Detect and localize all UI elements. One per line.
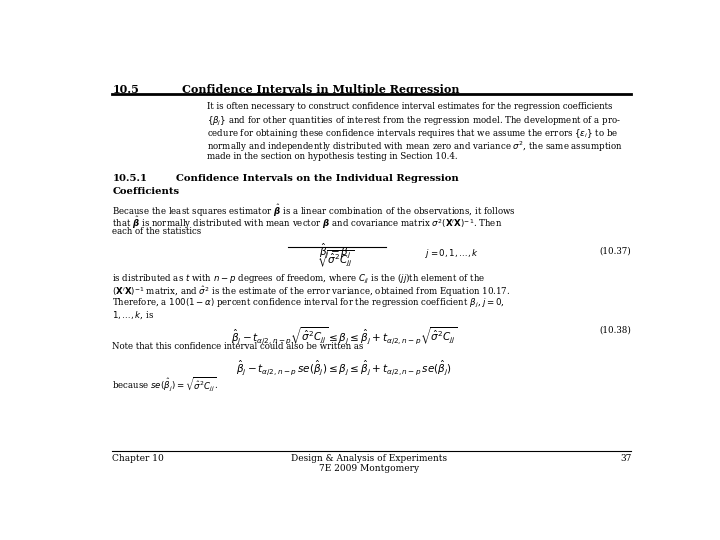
Text: normally and independently distributed with mean zero and variance $\sigma^2$, t: normally and independently distributed w… <box>207 140 623 154</box>
Text: Because the least squares estimator $\hat{\boldsymbol{\beta}}$ is a linear combi: Because the least squares estimator $\ha… <box>112 202 516 219</box>
Text: It is often necessary to construct confidence interval estimates for the regress: It is often necessary to construct confi… <box>207 102 613 111</box>
Text: $\sqrt{\hat{\sigma}^2 C_{jj}}$: $\sqrt{\hat{\sigma}^2 C_{jj}}$ <box>317 248 354 269</box>
Text: 10.5: 10.5 <box>112 84 139 94</box>
Text: Confidence Intervals in Multiple Regression: Confidence Intervals in Multiple Regress… <box>182 84 459 94</box>
Text: (10.38): (10.38) <box>599 326 631 334</box>
Text: Design & Analysis of Experiments: Design & Analysis of Experiments <box>291 454 447 463</box>
Text: Note that this confidence interval could also be written as: Note that this confidence interval could… <box>112 342 364 351</box>
Text: 37: 37 <box>620 454 631 463</box>
Text: cedure for obtaining these confidence intervals requires that we assume the erro: cedure for obtaining these confidence in… <box>207 127 618 140</box>
Text: $1, \ldots, k$, is: $1, \ldots, k$, is <box>112 309 155 321</box>
Text: made in the section on hypothesis testing in Section 10.4.: made in the section on hypothesis testin… <box>207 152 458 161</box>
Text: 7E 2009 Montgomery: 7E 2009 Montgomery <box>319 464 419 473</box>
Text: Chapter 10: Chapter 10 <box>112 454 164 463</box>
Text: is distributed as $t$ with $n - p$ degrees of freedom, where $C_{jj}$ is the ($j: is distributed as $t$ with $n - p$ degre… <box>112 272 486 286</box>
Text: $\hat{\beta}_j - t_{\alpha/2,n-p}\,se(\hat{\beta}_j) \leq \beta_j \leq \hat{\bet: $\hat{\beta}_j - t_{\alpha/2,n-p}\,se(\h… <box>236 359 452 377</box>
Text: that $\hat{\boldsymbol{\beta}}$ is normally distributed with mean vector $\bolds: that $\hat{\boldsymbol{\beta}}$ is norma… <box>112 214 503 231</box>
Text: $j = 0, 1, \ldots, k$: $j = 0, 1, \ldots, k$ <box>425 246 479 260</box>
Text: $(\mathbf{X'X})^{-1}$ matrix, and $\hat{\sigma}^2$ is the estimate of the error : $(\mathbf{X'X})^{-1}$ matrix, and $\hat{… <box>112 284 510 299</box>
Text: $\hat{\beta}_j - t_{\alpha/2,n-p}\sqrt{\hat{\sigma}^2 C_{jj}} \leq \beta_j \leq : $\hat{\beta}_j - t_{\alpha/2,n-p}\sqrt{\… <box>230 326 457 347</box>
Text: $\hat{\beta}_j - \beta_j$: $\hat{\beta}_j - \beta_j$ <box>319 241 352 260</box>
Text: Confidence Intervals on the Individual Regression: Confidence Intervals on the Individual R… <box>176 174 459 183</box>
Text: because $\mathit{se}(\hat{\beta}_j) = \sqrt{\hat{\sigma}^2 C_{jj}}$.: because $\mathit{se}(\hat{\beta}_j) = \s… <box>112 375 218 394</box>
Text: (10.37): (10.37) <box>600 246 631 255</box>
Text: 10.5.1: 10.5.1 <box>112 174 148 183</box>
Text: $\{\beta_j\}$ and for other quantities of interest from the regression model. Th: $\{\beta_j\}$ and for other quantities o… <box>207 114 621 128</box>
Text: each of the statistics: each of the statistics <box>112 227 202 236</box>
Text: Therefore, a $100(1 - \alpha)$ percent confidence interval for the regression co: Therefore, a $100(1 - \alpha)$ percent c… <box>112 296 505 309</box>
Text: Coefficients: Coefficients <box>112 187 179 196</box>
